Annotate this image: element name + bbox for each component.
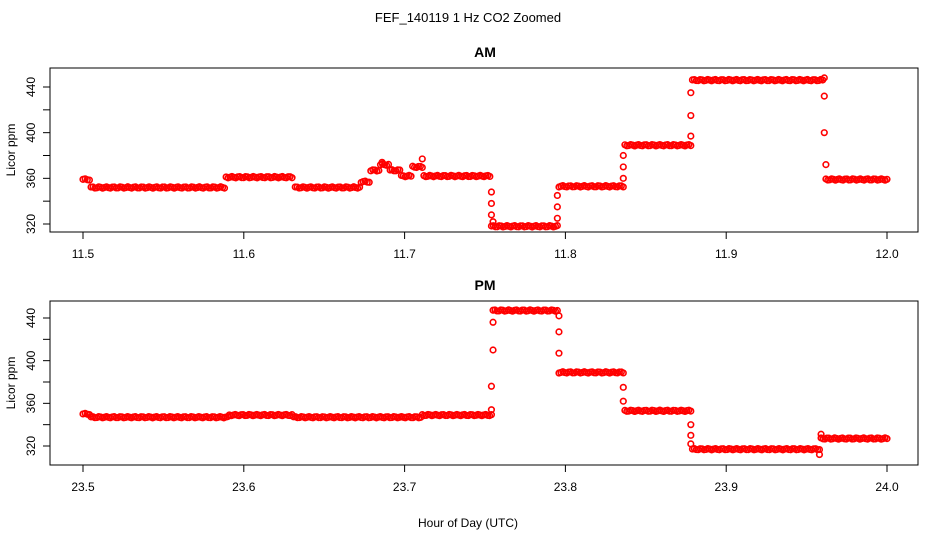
panel-am-y-axis: 320 360 400 440 — [24, 77, 50, 234]
panel-am-points — [79, 74, 891, 231]
panel-pm-frame — [49, 300, 919, 466]
data-point — [820, 74, 828, 82]
data-point — [687, 421, 695, 429]
panel-pm-ylabel: Licor ppm — [4, 357, 18, 410]
data-point — [883, 435, 891, 443]
data-point — [619, 151, 627, 160]
panel-am-ylabel: Licor ppm — [4, 124, 18, 177]
data-point — [883, 175, 891, 183]
data-point — [487, 211, 496, 219]
data-point — [407, 172, 415, 180]
data-point — [555, 349, 563, 357]
panel-am-x-axis: 11.5 11.6 11.7 11.8 11.9 12.0 — [72, 232, 899, 261]
data-point — [619, 383, 627, 391]
data-point — [365, 178, 373, 186]
data-point — [619, 397, 627, 405]
y-tick-label: 440 — [24, 308, 38, 328]
y-tick-label: 400 — [24, 122, 38, 142]
panel-am: AM 11.5 11.6 11.7 11.8 11.9 12.0 320 360 400 440… — [4, 44, 919, 261]
data-point — [220, 184, 229, 192]
data-point — [378, 158, 386, 166]
data-point — [487, 382, 496, 390]
data-point — [687, 89, 695, 97]
x-tick-label: 11.5 — [72, 247, 95, 261]
data-point — [487, 199, 496, 208]
data-point — [619, 183, 627, 191]
y-tick-label: 440 — [24, 77, 38, 97]
data-point — [418, 163, 426, 172]
y-tick-label: 360 — [24, 393, 38, 413]
data-point — [822, 161, 830, 169]
data-point — [418, 155, 426, 163]
data-point — [619, 369, 627, 377]
panel-pm-x-axis: 23.5 23.6 23.7 23.8 23.9 24.0 — [71, 465, 899, 494]
panel-pm-y-axis: 320 360 400 440 — [24, 308, 50, 456]
data-point — [489, 318, 497, 326]
x-tick-label: 11.6 — [233, 247, 256, 261]
data-point — [687, 431, 695, 439]
data-point — [487, 188, 496, 196]
data-point — [687, 111, 695, 120]
data-point — [687, 142, 695, 150]
data-point — [687, 440, 695, 448]
y-tick-label: 360 — [24, 168, 38, 188]
data-point — [553, 191, 561, 200]
data-point — [687, 132, 695, 140]
x-tick-label: 11.8 — [554, 247, 577, 261]
y-tick-label: 320 — [24, 436, 38, 456]
x-tick-label: 11.7 — [393, 247, 416, 261]
panel-am-frame — [49, 67, 919, 233]
data-point — [487, 406, 496, 414]
panel-pm-title: PM — [475, 277, 496, 293]
data-point — [619, 174, 627, 182]
data-point — [555, 312, 563, 320]
data-point — [553, 222, 561, 230]
x-tick-label: 23.7 — [393, 480, 417, 494]
data-point — [820, 92, 828, 100]
data-point — [820, 129, 828, 137]
x-tick-label: 11.9 — [715, 247, 738, 261]
data-point — [489, 346, 497, 354]
data-point — [687, 407, 695, 415]
x-tick-label: 12.0 — [875, 247, 899, 261]
panel-am-title: AM — [474, 44, 496, 60]
data-point — [486, 172, 494, 181]
data-point — [817, 430, 825, 438]
x-tick-label: 23.5 — [71, 480, 95, 494]
data-point — [619, 163, 627, 171]
data-point — [85, 176, 94, 184]
x-tick-label: 23.9 — [715, 480, 739, 494]
figure-title: FEF_140119 1 Hz CO2 Zoomed — [375, 10, 561, 25]
y-tick-label: 400 — [24, 350, 38, 370]
panel-pm-points — [79, 306, 891, 459]
y-tick-label: 320 — [24, 214, 38, 234]
x-tick-label: 24.0 — [875, 480, 899, 494]
data-point — [288, 174, 296, 182]
data-point — [553, 203, 561, 211]
data-point — [555, 328, 563, 336]
x-tick-label: 23.6 — [232, 480, 256, 494]
figure-xlabel: Hour of Day (UTC) — [418, 516, 518, 530]
x-tick-label: 23.8 — [554, 480, 578, 494]
data-point — [553, 214, 561, 222]
panel-pm: PM 23.5 23.6 23.7 23.8 23.9 24.0 320 360 400 440… — [4, 277, 919, 494]
data-point — [815, 450, 824, 459]
data-point — [489, 218, 497, 226]
